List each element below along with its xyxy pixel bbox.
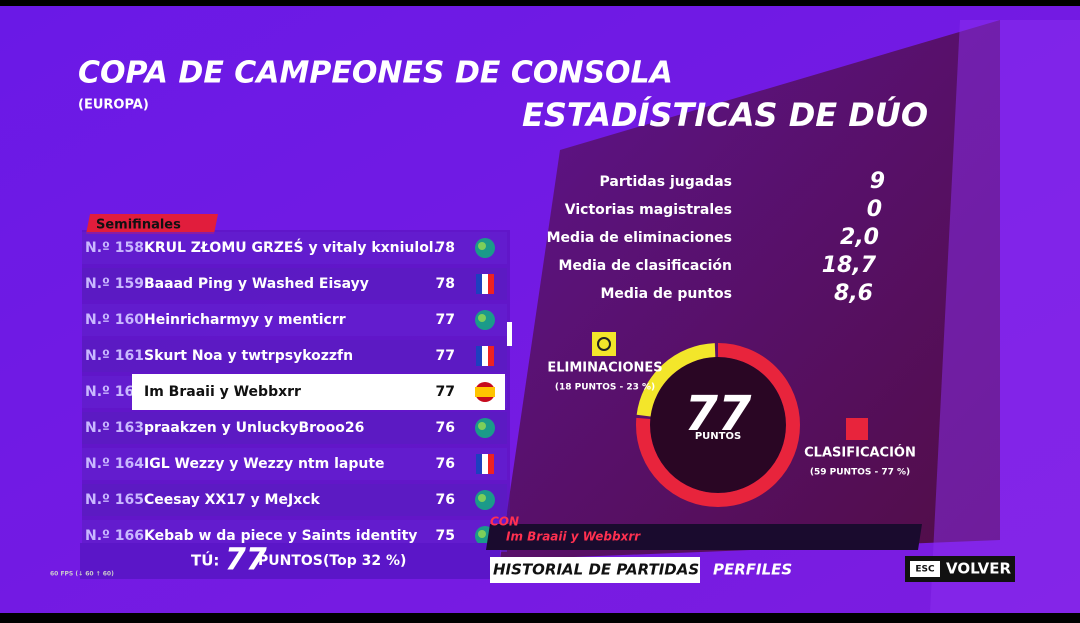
flag-france	[482, 274, 488, 294]
donut-total-label: PUNTOS	[695, 431, 741, 442]
with-label: CON	[490, 515, 519, 529]
side-panel	[930, 20, 1080, 613]
flag-world-land	[478, 242, 486, 250]
player-names: Im Braaii y Webbxrr	[144, 384, 301, 400]
row-bg	[82, 484, 507, 516]
rank: N.º 166	[85, 528, 144, 544]
stat-value: 9	[870, 169, 885, 194]
stat-label: Partidas jugadas	[600, 174, 732, 190]
flag-france	[488, 274, 494, 294]
row-bg	[82, 448, 507, 480]
flag-france	[476, 454, 482, 474]
score: 76	[436, 456, 455, 472]
rank: N.º 165	[85, 492, 144, 508]
back-label[interactable]: VOLVER	[946, 560, 1011, 578]
row-bg	[82, 412, 507, 444]
tab[interactable]: HISTORIAL DE PARTIDAS	[493, 561, 699, 579]
score: 77	[436, 348, 455, 364]
player-names: KRUL ZŁOMU GRZEŚ y vitaly kxniulol.	[144, 238, 439, 256]
segment-name: ELIMINACIONES	[547, 361, 662, 376]
player-names: Heinricharmyy y menticrr	[144, 312, 346, 328]
donut-segment	[636, 343, 800, 507]
row-bg	[82, 232, 507, 264]
points-label: PUNTOS	[258, 553, 323, 569]
player-names: IGL Wezzy y Wezzy ntm lapute	[144, 456, 385, 472]
player-names: Kebab w da piece y Saints identity	[144, 528, 417, 544]
score: 77	[436, 312, 455, 328]
flag-world-land	[478, 422, 486, 430]
score: 76	[436, 420, 455, 436]
rank: N.º 159	[85, 276, 144, 292]
stat-label: Victorias magistrales	[565, 202, 732, 218]
label-bg	[86, 214, 218, 234]
stat-label: Media de puntos	[600, 286, 732, 302]
you-points: 77	[225, 543, 267, 578]
flag-france	[488, 346, 494, 366]
score: 75	[436, 528, 455, 544]
flag-spain-band	[475, 387, 495, 397]
segment-detail: (18 PUNTOS - 23 %)	[555, 383, 655, 393]
tab[interactable]: PERFILES	[713, 561, 792, 579]
rank: N.º 161	[85, 348, 144, 364]
elim-icon	[592, 332, 616, 356]
rank: N.º 164	[85, 456, 144, 472]
stat-value: 8,6	[834, 281, 873, 306]
title: COPA DE CAMPEONES DE CONSOLA	[78, 56, 673, 91]
player-names: Skurt Noa y twtrpsykozzfn	[144, 348, 353, 364]
player-names: Ceesay XX17 y MeJxck	[144, 492, 321, 508]
flag-world-land	[478, 530, 486, 538]
flag-france	[482, 454, 488, 474]
with-name: Im Braaii y Webbxrr	[506, 530, 641, 544]
score: 76	[436, 492, 455, 508]
rank: N.º 160	[85, 312, 144, 328]
player-names: Baaad Ping y Washed Eisayy	[144, 276, 369, 292]
stat-label: Media de eliminaciones	[547, 230, 732, 246]
stat-value: 2,0	[840, 225, 879, 250]
score: 78	[436, 276, 455, 292]
region: (EUROPA)	[78, 98, 149, 113]
esc-label: ESC	[915, 565, 935, 575]
elim-icon-mark	[597, 337, 611, 351]
row-bg	[82, 340, 507, 372]
you-bar	[80, 543, 500, 579]
tab-active[interactable]	[490, 557, 700, 583]
flag-france	[488, 454, 494, 474]
score: 77	[436, 384, 455, 400]
row-bg	[82, 304, 507, 336]
segment-detail: (59 PUNTOS - 77 %)	[810, 468, 910, 478]
row-highlight	[132, 374, 505, 410]
flag-world-land	[478, 494, 486, 502]
top-percent: (Top 32 %)	[323, 553, 406, 569]
flag-france	[476, 274, 482, 294]
flag-world-land	[478, 314, 486, 322]
round-label: Semifinales	[96, 218, 181, 233]
subtitle: ESTADÍSTICAS DE DÚO	[522, 95, 928, 134]
fps: 60 FPS (↓ 60 ↑ 60)	[50, 571, 114, 578]
rank: N.º 162	[85, 384, 144, 400]
stats-backdrop	[500, 20, 1000, 560]
flag-france	[476, 346, 482, 366]
player-names: praakzen y UnluckyBrooo26	[144, 420, 364, 436]
rank: N.º 163	[85, 420, 144, 436]
donut-total: 77	[685, 386, 752, 442]
segment-name: CLASIFICACIÓN	[804, 445, 916, 461]
scrollbar	[507, 322, 512, 346]
donut-inner	[650, 357, 786, 493]
esc-key	[910, 561, 940, 577]
you-label: TÚ:	[191, 551, 219, 570]
rank: N.º 158	[85, 240, 144, 256]
stat-value: 18,7	[822, 253, 877, 278]
score: 78	[436, 240, 455, 256]
stat-value: 0	[867, 197, 882, 222]
row-bg	[82, 268, 507, 300]
with-bar	[486, 524, 922, 550]
stat-label: Media de clasificación	[559, 258, 732, 274]
class-icon	[846, 418, 868, 440]
flag-france	[482, 346, 488, 366]
donut-segment	[636, 343, 801, 507]
